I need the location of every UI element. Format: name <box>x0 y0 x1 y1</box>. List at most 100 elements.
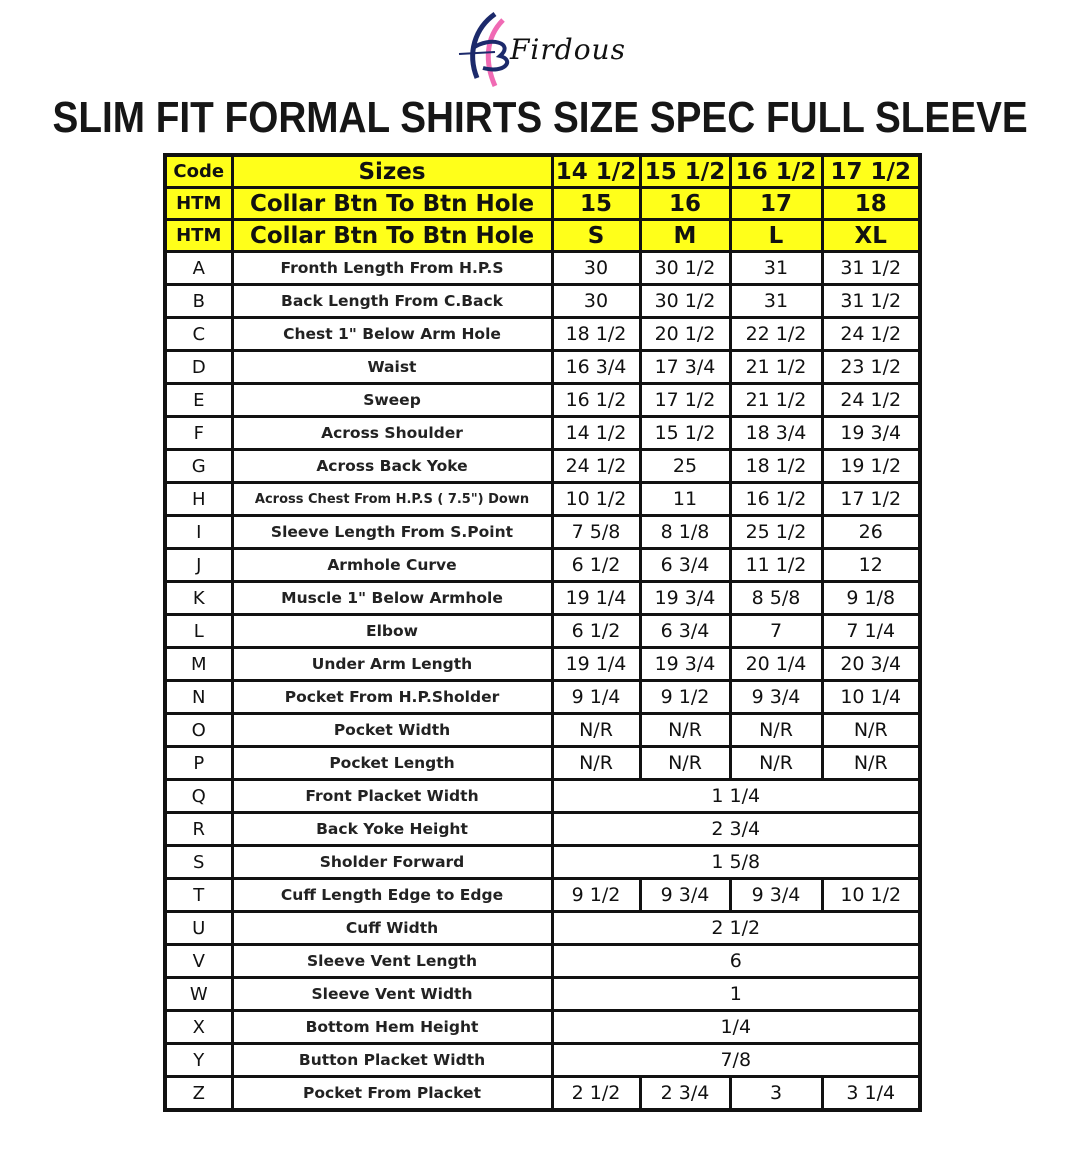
header-size: 15 <box>550 186 642 221</box>
header-row: Code Sizes 14 1/2 15 1/2 16 1/2 17 1/2 <box>163 153 922 189</box>
header-size: M <box>638 218 732 253</box>
row-value: 3 <box>728 1075 824 1112</box>
row-value: 19 1/4 <box>550 580 642 616</box>
table-row: B Back Length From C.Back 30 30 1/2 31 31 1/2 <box>163 283 922 319</box>
row-value: 15 1/2 <box>638 415 732 451</box>
row-value: 20 1/4 <box>728 646 824 682</box>
row-label: Pocket Length <box>230 745 554 781</box>
header-size: 14 1/2 <box>550 153 642 189</box>
row-value: N/R <box>728 712 824 748</box>
table-row: R Back Yoke Height 2 3/4 <box>163 811 922 847</box>
row-value: 18 1/2 <box>728 448 824 484</box>
row-value: 19 3/4 <box>638 646 732 682</box>
row-code: P <box>163 745 234 781</box>
row-value: 19 1/4 <box>550 646 642 682</box>
row-label: Across Chest From H.P.S ( 7.5") Down <box>230 481 554 517</box>
row-value: 2 3/4 <box>638 1075 732 1112</box>
row-value: N/R <box>820 745 922 781</box>
table-row: D Waist 16 3/4 17 3/4 21 1/2 23 1/2 <box>163 349 922 385</box>
row-code: X <box>163 1009 234 1045</box>
row-value: 2 1/2 <box>550 1075 642 1112</box>
header-size: 16 1/2 <box>728 153 824 189</box>
row-value: N/R <box>550 712 642 748</box>
row-label: Button Placket Width <box>230 1042 554 1078</box>
row-value: 8 1/8 <box>638 514 732 550</box>
row-value: 12 <box>820 547 922 583</box>
row-value: 16 1/2 <box>728 481 824 517</box>
table-row: F Across Shoulder 14 1/2 15 1/2 18 3/4 19 3/4 <box>163 415 922 451</box>
row-code: Q <box>163 778 234 814</box>
row-value: 24 1/2 <box>820 316 922 352</box>
row-code: F <box>163 415 234 451</box>
row-code: I <box>163 514 234 550</box>
size-spec-table: Code Sizes 14 1/2 15 1/2 16 1/2 17 1/2 HTM Coll… <box>163 153 922 1112</box>
row-value: 6 3/4 <box>638 547 732 583</box>
row-value: 31 <box>728 250 824 286</box>
header-label: Collar Btn To Btn Hole <box>230 186 554 221</box>
row-value: 7/8 <box>550 1042 922 1078</box>
row-code: U <box>163 910 234 946</box>
row-value: 22 1/2 <box>728 316 824 352</box>
row-value: N/R <box>728 745 824 781</box>
row-value: 30 1/2 <box>638 250 732 286</box>
row-value: 17 1/2 <box>638 382 732 418</box>
row-value: 9 1/4 <box>550 679 642 715</box>
row-value: 9 3/4 <box>728 679 824 715</box>
table-row: H Across Chest From H.P.S ( 7.5") Down 10 … <box>163 481 922 517</box>
row-code: A <box>163 250 234 286</box>
row-value: 25 <box>638 448 732 484</box>
row-value: 6 1/2 <box>550 613 642 649</box>
row-value: 6 <box>550 943 922 979</box>
row-label: Sleeve Vent Width <box>230 976 554 1012</box>
row-code: D <box>163 349 234 385</box>
table-row: L Elbow 6 1/2 6 3/4 7 7 1/4 <box>163 613 922 649</box>
row-value: 19 3/4 <box>638 580 732 616</box>
row-value: 24 1/2 <box>820 382 922 418</box>
row-value: N/R <box>638 745 732 781</box>
table-row: G Across Back Yoke 24 1/2 25 18 1/2 19 1/2 <box>163 448 922 484</box>
row-label: Back Yoke Height <box>230 811 554 847</box>
row-value: 9 1/2 <box>550 877 642 913</box>
row-value: 31 1/2 <box>820 250 922 286</box>
row-value: 7 5/8 <box>550 514 642 550</box>
row-value: 9 3/4 <box>728 877 824 913</box>
table-row: Z Pocket From Placket 2 1/2 2 3/4 3 3 1/4 <box>163 1075 922 1112</box>
table-row: V Sleeve Vent Length 6 <box>163 943 922 979</box>
row-code: J <box>163 547 234 583</box>
row-value: N/R <box>638 712 732 748</box>
row-label: Back Length From C.Back <box>230 283 554 319</box>
table-row: I Sleeve Length From S.Point 7 5/8 8 1/8 25 … <box>163 514 922 550</box>
row-value: 11 <box>638 481 732 517</box>
brand-logo <box>458 11 510 87</box>
row-value: 19 3/4 <box>820 415 922 451</box>
row-label: Across Back Yoke <box>230 448 554 484</box>
table-row: W Sleeve Vent Width 1 <box>163 976 922 1012</box>
row-label: Chest 1" Below Arm Hole <box>230 316 554 352</box>
row-code: L <box>163 613 234 649</box>
row-label: Pocket Width <box>230 712 554 748</box>
table-row: Y Button Placket Width 7/8 <box>163 1042 922 1078</box>
row-code: G <box>163 448 234 484</box>
row-value: 7 1/4 <box>820 613 922 649</box>
row-value: 20 1/2 <box>638 316 732 352</box>
table-row: J Armhole Curve 6 1/2 6 3/4 11 1/2 12 <box>163 547 922 583</box>
row-value: 30 <box>550 283 642 319</box>
row-label: Cuff Width <box>230 910 554 946</box>
row-value: 18 3/4 <box>728 415 824 451</box>
row-label: Sleeve Vent Length <box>230 943 554 979</box>
page-title: SLIM FIT FORMAL SHIRTS SIZE SPEC FULL SL… <box>52 93 1028 142</box>
table-row: T Cuff Length Edge to Edge 9 1/2 9 3/4 9 3/4… <box>163 877 922 913</box>
row-label: Elbow <box>230 613 554 649</box>
row-code: H <box>163 481 234 517</box>
header-size: 17 1/2 <box>820 153 922 189</box>
row-value: 3 1/4 <box>820 1075 922 1112</box>
table-row: S Sholder Forward 1 5/8 <box>163 844 922 880</box>
row-label: Cuff Length Edge to Edge <box>230 877 554 913</box>
row-label: Pocket From Placket <box>230 1075 554 1112</box>
row-code: N <box>163 679 234 715</box>
header-size: 16 <box>638 186 732 221</box>
row-label: Muscle 1" Below Armhole <box>230 580 554 616</box>
row-code: C <box>163 316 234 352</box>
row-code: Z <box>163 1075 234 1112</box>
row-value: 17 3/4 <box>638 349 732 385</box>
